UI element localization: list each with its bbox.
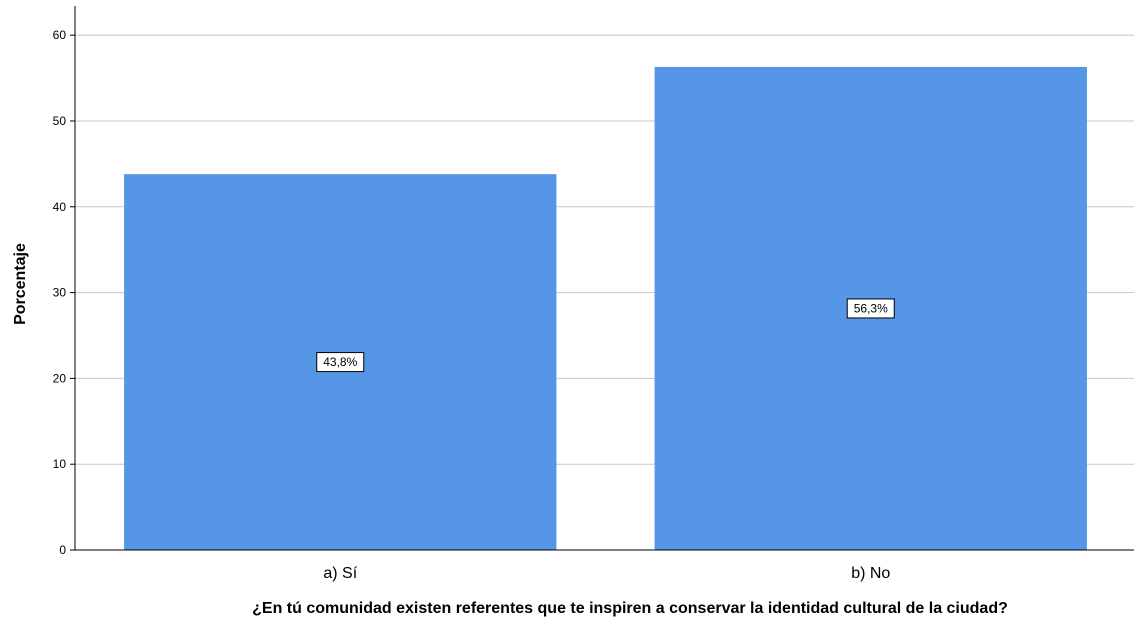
y-tick-label: 20 xyxy=(53,371,67,385)
y-tick-label: 60 xyxy=(53,28,67,42)
y-ticks: 0 10 20 30 40 50 60 xyxy=(53,28,75,557)
data-label-box xyxy=(846,298,895,319)
y-tick-label: 40 xyxy=(53,200,67,214)
data-label-box xyxy=(316,352,365,373)
x-category-labels: a) Sí b) No xyxy=(323,565,890,582)
y-tick-label: 0 xyxy=(59,543,66,557)
x-axis-title: ¿En tú comunidad existen referentes que … xyxy=(252,600,1008,617)
data-label: 56,3% xyxy=(854,301,888,315)
y-tick-label: 30 xyxy=(53,286,67,300)
x-category-label: b) No xyxy=(851,565,890,582)
data-label: 43,8% xyxy=(323,355,357,369)
bars xyxy=(124,66,1087,551)
y-tick-label: 50 xyxy=(53,114,67,128)
y-tick-label: 10 xyxy=(53,457,67,471)
y-axis-title: Porcentaje xyxy=(12,243,29,325)
data-labels: 43,8% 56,3% xyxy=(316,298,895,373)
x-category-label: a) Sí xyxy=(323,565,357,582)
axes xyxy=(74,6,1134,551)
